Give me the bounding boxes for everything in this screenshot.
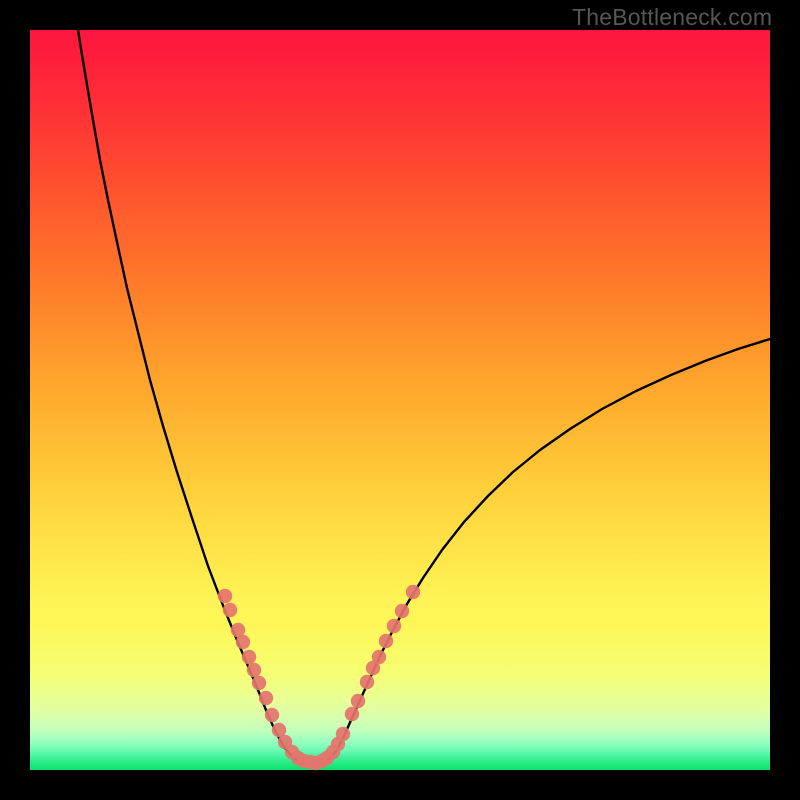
data-marker bbox=[259, 691, 273, 705]
data-marker bbox=[223, 603, 237, 617]
data-marker bbox=[252, 676, 266, 690]
plot-background bbox=[30, 30, 770, 770]
chart-canvas bbox=[0, 0, 800, 800]
data-marker bbox=[218, 589, 232, 603]
data-marker bbox=[406, 585, 420, 599]
data-marker bbox=[387, 619, 401, 633]
data-marker bbox=[265, 708, 279, 722]
data-marker bbox=[242, 650, 256, 664]
data-marker bbox=[236, 635, 250, 649]
data-marker bbox=[351, 694, 365, 708]
data-marker bbox=[395, 604, 409, 618]
data-marker bbox=[360, 675, 374, 689]
data-marker bbox=[247, 663, 261, 677]
data-marker bbox=[336, 727, 350, 741]
data-marker bbox=[372, 650, 386, 664]
watermark-text: TheBottleneck.com bbox=[572, 4, 772, 31]
data-marker bbox=[379, 634, 393, 648]
data-marker bbox=[345, 707, 359, 721]
